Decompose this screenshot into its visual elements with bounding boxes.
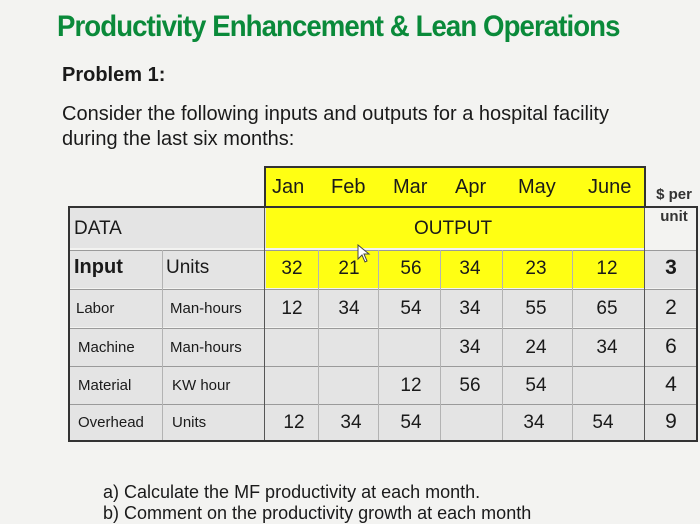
column-divider	[644, 208, 645, 440]
units-header: Units	[166, 257, 210, 278]
output-mar: 56	[400, 258, 422, 279]
machine-june: 34	[596, 337, 618, 358]
material-apr: 56	[459, 375, 481, 396]
labor-apr: 34	[459, 298, 481, 319]
row-label-overhead: Overhead	[78, 414, 144, 431]
row-label-labor: Labor	[76, 300, 115, 317]
row-unit-material: KW hour	[172, 377, 231, 394]
month-feb: Feb	[331, 176, 366, 198]
output-feb: 21	[338, 258, 360, 279]
price-per-unit-line-1: $ per	[656, 186, 692, 203]
row-unit-machine: Man-hours	[170, 339, 242, 356]
labor-price: 2	[665, 296, 677, 319]
column-divider	[572, 250, 573, 440]
material-price: 4	[665, 373, 677, 396]
overhead-mar: 54	[400, 412, 422, 433]
row-label-machine: Machine	[78, 339, 135, 356]
month-may: May	[518, 176, 556, 198]
output-may: 23	[525, 258, 547, 279]
month-mar: Mar	[393, 176, 428, 198]
problem-heading: Problem 1:	[62, 64, 166, 86]
data-header-cell	[70, 208, 266, 248]
problem-statement-line-1: Consider the following inputs and output…	[62, 103, 609, 125]
overhead-may: 34	[523, 412, 545, 433]
material-may: 54	[525, 375, 547, 396]
overhead-feb: 34	[340, 412, 362, 433]
column-divider	[318, 250, 319, 440]
column-divider	[502, 250, 503, 440]
material-mar: 12	[400, 375, 422, 396]
output-header-band	[266, 208, 644, 248]
table-row-overhead	[70, 404, 696, 440]
overhead-jan: 12	[283, 412, 305, 433]
data-label: DATA	[74, 218, 122, 239]
row-unit-overhead: Units	[172, 414, 207, 431]
problem-statement-line-2: during the last six months:	[62, 128, 295, 150]
table-row-labor	[70, 289, 696, 327]
column-divider	[378, 250, 379, 440]
row-unit-labor: Man-hours	[170, 300, 242, 317]
machine-apr: 34	[459, 337, 481, 358]
row-label-material: Material	[78, 377, 132, 394]
labor-mar: 54	[400, 298, 422, 319]
output-label: OUTPUT	[414, 218, 493, 239]
column-divider	[440, 250, 441, 440]
question-a: a) Calculate the MF productivity at each…	[103, 482, 481, 502]
mouse-pointer-icon	[357, 244, 371, 263]
overhead-june: 54	[592, 412, 614, 433]
labor-may: 55	[525, 298, 547, 319]
question-b: b) Comment on the productivity growth at…	[103, 503, 532, 523]
overhead-price: 9	[665, 410, 677, 433]
column-divider	[162, 250, 163, 440]
machine-may: 24	[525, 337, 547, 358]
labor-june: 65	[596, 298, 618, 319]
price-per-unit-header: $ per unit	[650, 184, 698, 228]
price-per-unit-line-2: unit	[660, 208, 688, 225]
output-values-band	[266, 250, 644, 288]
input-header: Input	[74, 256, 123, 278]
month-june: June	[588, 176, 632, 198]
data-table	[68, 206, 698, 442]
output-june: 12	[596, 258, 618, 279]
output-jan: 32	[281, 258, 303, 279]
labor-jan: 12	[281, 298, 303, 319]
labor-feb: 34	[338, 298, 360, 319]
machine-price: 6	[665, 335, 677, 358]
problem-statement: Consider the following inputs and output…	[62, 102, 682, 152]
output-price: 3	[665, 256, 677, 279]
month-jan: Jan	[272, 176, 305, 198]
output-apr: 34	[459, 258, 481, 279]
month-apr: Apr	[455, 176, 487, 198]
column-divider	[264, 208, 265, 440]
table-row-material	[70, 366, 696, 404]
page-title: Productivity Enhancement & Lean Operatio…	[57, 10, 620, 43]
table-row-machine	[70, 328, 696, 366]
